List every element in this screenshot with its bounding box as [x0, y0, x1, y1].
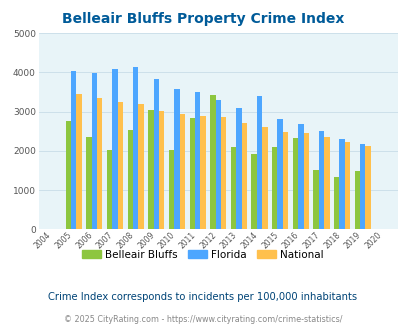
Bar [236, 108, 241, 229]
Bar [241, 122, 246, 229]
Bar [215, 100, 220, 229]
Bar [297, 124, 303, 229]
Bar [159, 111, 164, 229]
Bar [277, 119, 282, 229]
Bar [323, 137, 329, 229]
Bar [86, 137, 92, 229]
Bar [271, 147, 277, 229]
Bar [71, 72, 76, 229]
Legend: Belleair Bluffs, Florida, National: Belleair Bluffs, Florida, National [78, 246, 327, 264]
Bar [339, 139, 344, 229]
Bar [256, 96, 262, 229]
Bar [251, 153, 256, 229]
Bar [333, 177, 339, 229]
Bar [318, 131, 323, 229]
Bar [66, 121, 71, 229]
Bar [210, 95, 215, 229]
Bar [359, 144, 364, 229]
Bar [354, 171, 359, 229]
Text: Crime Index corresponds to incidents per 100,000 inhabitants: Crime Index corresponds to incidents per… [48, 292, 357, 302]
Bar [112, 69, 117, 229]
Bar [92, 73, 97, 229]
Bar [138, 104, 143, 229]
Bar [200, 116, 205, 229]
Bar [168, 150, 174, 229]
Text: Belleair Bluffs Property Crime Index: Belleair Bluffs Property Crime Index [62, 12, 343, 25]
Bar [344, 142, 350, 229]
Bar [230, 147, 236, 229]
Bar [97, 98, 102, 229]
Bar [292, 138, 297, 229]
Bar [189, 118, 194, 229]
Bar [132, 67, 138, 229]
Bar [313, 170, 318, 229]
Bar [282, 132, 288, 229]
Bar [179, 114, 185, 229]
Bar [76, 94, 81, 229]
Bar [153, 79, 159, 229]
Bar [174, 89, 179, 229]
Bar [107, 150, 112, 229]
Text: © 2025 CityRating.com - https://www.cityrating.com/crime-statistics/: © 2025 CityRating.com - https://www.city… [64, 315, 341, 324]
Bar [117, 102, 123, 229]
Bar [148, 110, 153, 229]
Bar [194, 92, 200, 229]
Bar [364, 146, 370, 229]
Bar [127, 130, 132, 229]
Bar [262, 127, 267, 229]
Bar [303, 133, 308, 229]
Bar [220, 116, 226, 229]
